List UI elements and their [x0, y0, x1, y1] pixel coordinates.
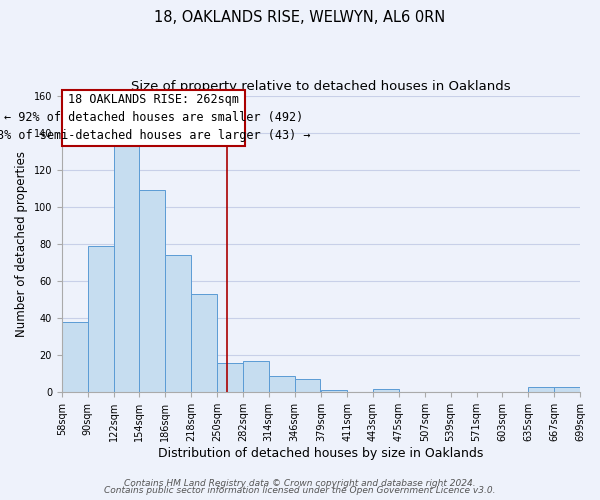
X-axis label: Distribution of detached houses by size in Oaklands: Distribution of detached houses by size …	[158, 447, 484, 460]
Bar	[217, 362, 243, 392]
Text: 18 OAKLANDS RISE: 262sqm
← 92% of detached houses are smaller (492)
8% of semi-d: 18 OAKLANDS RISE: 262sqm ← 92% of detach…	[0, 94, 310, 142]
Text: Contains HM Land Registry data © Crown copyright and database right 2024.: Contains HM Land Registry data © Crown c…	[124, 478, 476, 488]
Bar	[373, 388, 399, 392]
Bar	[139, 190, 165, 392]
Bar	[295, 380, 320, 392]
Bar	[191, 294, 217, 392]
Bar	[165, 255, 191, 392]
Bar	[269, 376, 295, 392]
Bar	[528, 387, 554, 392]
Bar	[62, 322, 88, 392]
Bar	[554, 387, 580, 392]
Title: Size of property relative to detached houses in Oaklands: Size of property relative to detached ho…	[131, 80, 511, 93]
Text: Contains public sector information licensed under the Open Government Licence v3: Contains public sector information licen…	[104, 486, 496, 495]
Text: 18, OAKLANDS RISE, WELWYN, AL6 0RN: 18, OAKLANDS RISE, WELWYN, AL6 0RN	[154, 10, 446, 25]
Bar	[243, 361, 269, 392]
Bar	[113, 144, 139, 392]
Y-axis label: Number of detached properties: Number of detached properties	[15, 151, 28, 337]
Bar	[321, 390, 347, 392]
Bar	[88, 246, 113, 392]
